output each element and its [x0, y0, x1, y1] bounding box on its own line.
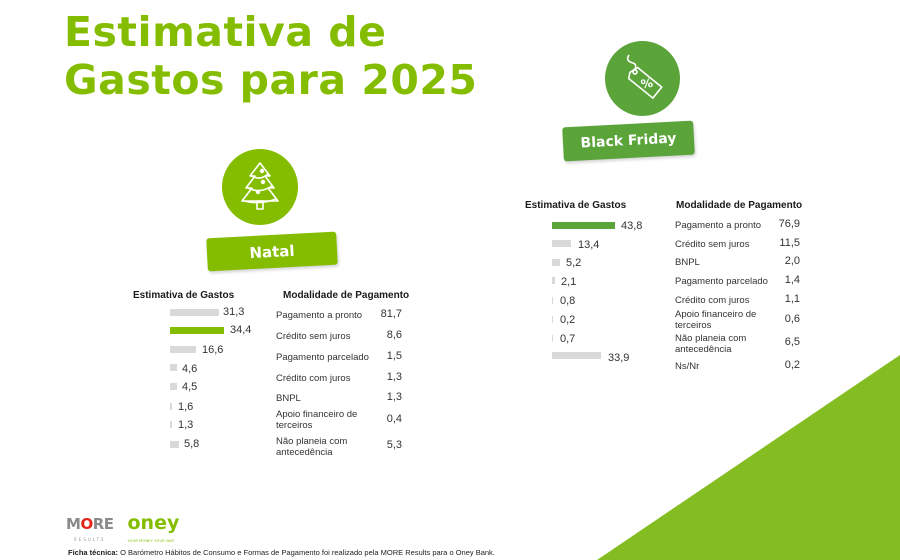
natal-bar — [170, 364, 177, 371]
page-title: Estimativa de Gastos para 2025 — [64, 8, 477, 104]
natal-bar — [170, 309, 219, 316]
footnote-text: O Barómetro Hábitos de Consumo e Formas … — [118, 548, 495, 557]
footnote: Ficha técnica: O Barómetro Hábitos de Co… — [68, 548, 495, 557]
natal-bar — [170, 383, 177, 390]
bf-bar — [552, 316, 553, 323]
natal-bar — [170, 346, 196, 353]
bf-bar — [552, 335, 553, 342]
natal-bar — [170, 441, 179, 448]
natal-payment-header: Modalidade de Pagamento — [283, 290, 410, 301]
footnote-label: Ficha técnica: — [68, 548, 119, 557]
bf-bar — [552, 297, 553, 304]
bf-spending-header: Estimativa de Gastos — [525, 200, 627, 211]
bf-bar — [552, 259, 560, 266]
christmas-tree-icon — [222, 149, 298, 225]
natal-badge-label: Natal — [248, 241, 296, 262]
natal-bar — [170, 421, 172, 428]
natal-bar — [170, 403, 172, 410]
title-line-2: Gastos para 2025 — [64, 56, 478, 104]
bf-bar — [552, 240, 571, 247]
bf-bar-highlight — [552, 222, 615, 229]
bf-payment-header: Modalidade de Pagamento — [676, 200, 803, 211]
black-friday-badge: Black Friday — [562, 120, 695, 162]
title-line-1: Estimativa de — [64, 8, 387, 56]
svg-text:%: % — [639, 75, 653, 91]
natal-badge: Natal — [206, 231, 338, 272]
logos: MORE RESULTS oney YOUR MONEY YOUR WAY — [66, 512, 180, 552]
oney-logo: oney YOUR MONEY YOUR WAY — [127, 512, 180, 544]
price-tag-percent-icon: % — [605, 41, 680, 116]
more-results-logo: MORE RESULTS — [66, 515, 114, 542]
bf-bar — [552, 352, 601, 359]
black-friday-badge-label: Black Friday — [580, 130, 677, 152]
bf-bar — [552, 277, 555, 284]
natal-spending-header: Estimativa de Gastos — [133, 290, 235, 301]
natal-bar-highlight — [170, 327, 224, 334]
